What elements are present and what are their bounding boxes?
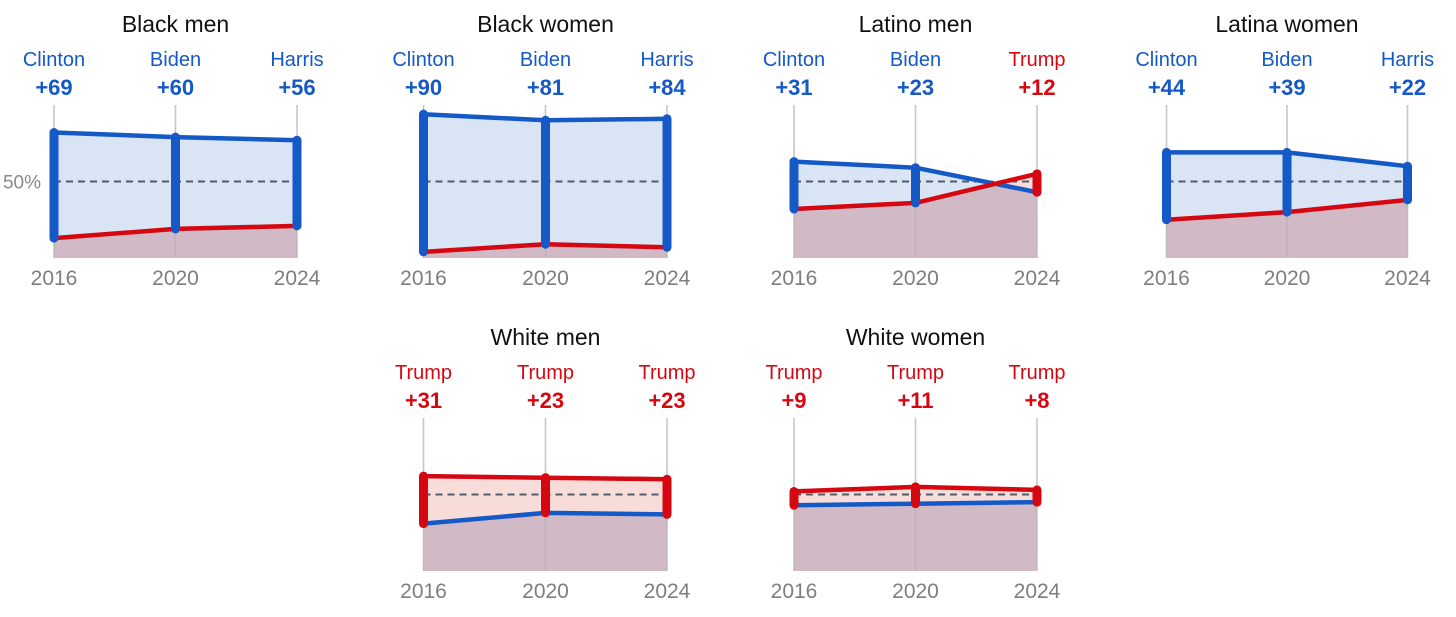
chart-black-women: Black women Clinton +90 2016 Biden +81 2020 Har… [392, 11, 693, 290]
year-label: 2020 [522, 267, 569, 290]
margin-label: +11 [897, 388, 933, 413]
candidate-label: Trump [1008, 49, 1065, 71]
margin-label: +44 [1148, 75, 1186, 100]
margin-label: +31 [405, 388, 442, 413]
candidate-label: Trump [638, 362, 695, 384]
year-label: 2016 [1143, 267, 1190, 290]
year-label: 2020 [152, 267, 199, 290]
chart-title: Latino men [859, 11, 973, 37]
margin-label: +31 [775, 75, 812, 100]
year-label: 2016 [31, 267, 78, 290]
margin-label: +81 [527, 75, 564, 100]
chart-white-men: White men Trump +31 2016 Trump +23 2020 Trump +2… [395, 324, 696, 603]
chart-white-women: White women Trump +9 2016 Trump +11 2020 Trump +… [765, 324, 1065, 603]
year-label: 2016 [771, 267, 818, 290]
year-label: 2020 [522, 580, 569, 603]
fill-dem-lead [1166, 152, 1287, 220]
margin-label: +22 [1389, 75, 1426, 100]
candidate-label: Biden [1261, 49, 1312, 71]
candidate-label: Trump [1008, 362, 1065, 384]
year-label: 2016 [400, 267, 447, 290]
margin-label: +60 [157, 75, 194, 100]
candidate-label: Harris [1381, 49, 1434, 71]
year-label: 2020 [1264, 267, 1311, 290]
margin-label: +12 [1018, 75, 1055, 100]
year-label: 2024 [644, 580, 691, 603]
year-label: 2020 [892, 267, 939, 290]
candidate-label: Harris [270, 49, 323, 71]
candidate-label: Biden [890, 49, 941, 71]
chart-title: White men [491, 324, 601, 350]
year-label: 2020 [892, 580, 939, 603]
fill-dem-lead [915, 167, 996, 203]
candidate-label: Biden [150, 49, 201, 71]
margin-label: +23 [897, 75, 934, 100]
year-label: 2024 [274, 267, 321, 290]
candidate-label: Biden [520, 49, 571, 71]
candidate-label: Clinton [23, 49, 85, 71]
year-label: 2024 [1384, 267, 1431, 290]
chart-title: Black men [122, 11, 229, 37]
fill-dem-lead [175, 137, 297, 229]
chart-latina-women: Latina women Clinton +44 2016 Biden +39 2020 Ha… [1135, 11, 1434, 290]
candidate-label: Clinton [763, 49, 825, 71]
fill-rep-lead [545, 477, 667, 515]
fill-rep-lead [423, 476, 546, 524]
candidate-label: Trump [395, 362, 452, 384]
margin-label: +39 [1268, 75, 1305, 100]
margin-label: +9 [781, 388, 806, 413]
chart-latino-men: Latino men Clinton +31 2016 Biden +23 2020 Trum… [763, 11, 1066, 290]
year-label: 2016 [771, 580, 818, 603]
margin-label: +90 [405, 75, 442, 100]
year-label: 2024 [644, 267, 691, 290]
y-axis-50-label: 50% [3, 173, 41, 194]
year-label: 2024 [1014, 580, 1061, 603]
margin-label: +8 [1024, 388, 1049, 413]
year-label: 2024 [1014, 267, 1061, 290]
year-label: 2016 [400, 580, 447, 603]
candidate-label: Trump [765, 362, 822, 384]
fill-dem-lead [545, 118, 667, 248]
margin-label: +84 [648, 75, 686, 100]
candidate-label: Trump [887, 362, 944, 384]
candidate-label: Clinton [1135, 49, 1197, 71]
chart-title: Black women [477, 11, 614, 37]
chart-title: Latina women [1215, 11, 1358, 37]
candidate-label: Clinton [392, 49, 454, 71]
candidate-label: Harris [640, 49, 693, 71]
fill-dem-lead [54, 132, 176, 239]
fill-dem-lead [423, 114, 546, 252]
chart-black-men: Black men Clinton +69 2016 Biden +60 2020 Harri… [3, 11, 324, 290]
candidate-label: Trump [517, 362, 574, 384]
chart-title: White women [846, 324, 985, 350]
margin-label: +69 [35, 75, 72, 100]
margin-label: +23 [648, 388, 685, 413]
fill-dem-lead [794, 161, 916, 209]
margin-label: +56 [278, 75, 315, 100]
margin-label: +23 [527, 388, 564, 413]
